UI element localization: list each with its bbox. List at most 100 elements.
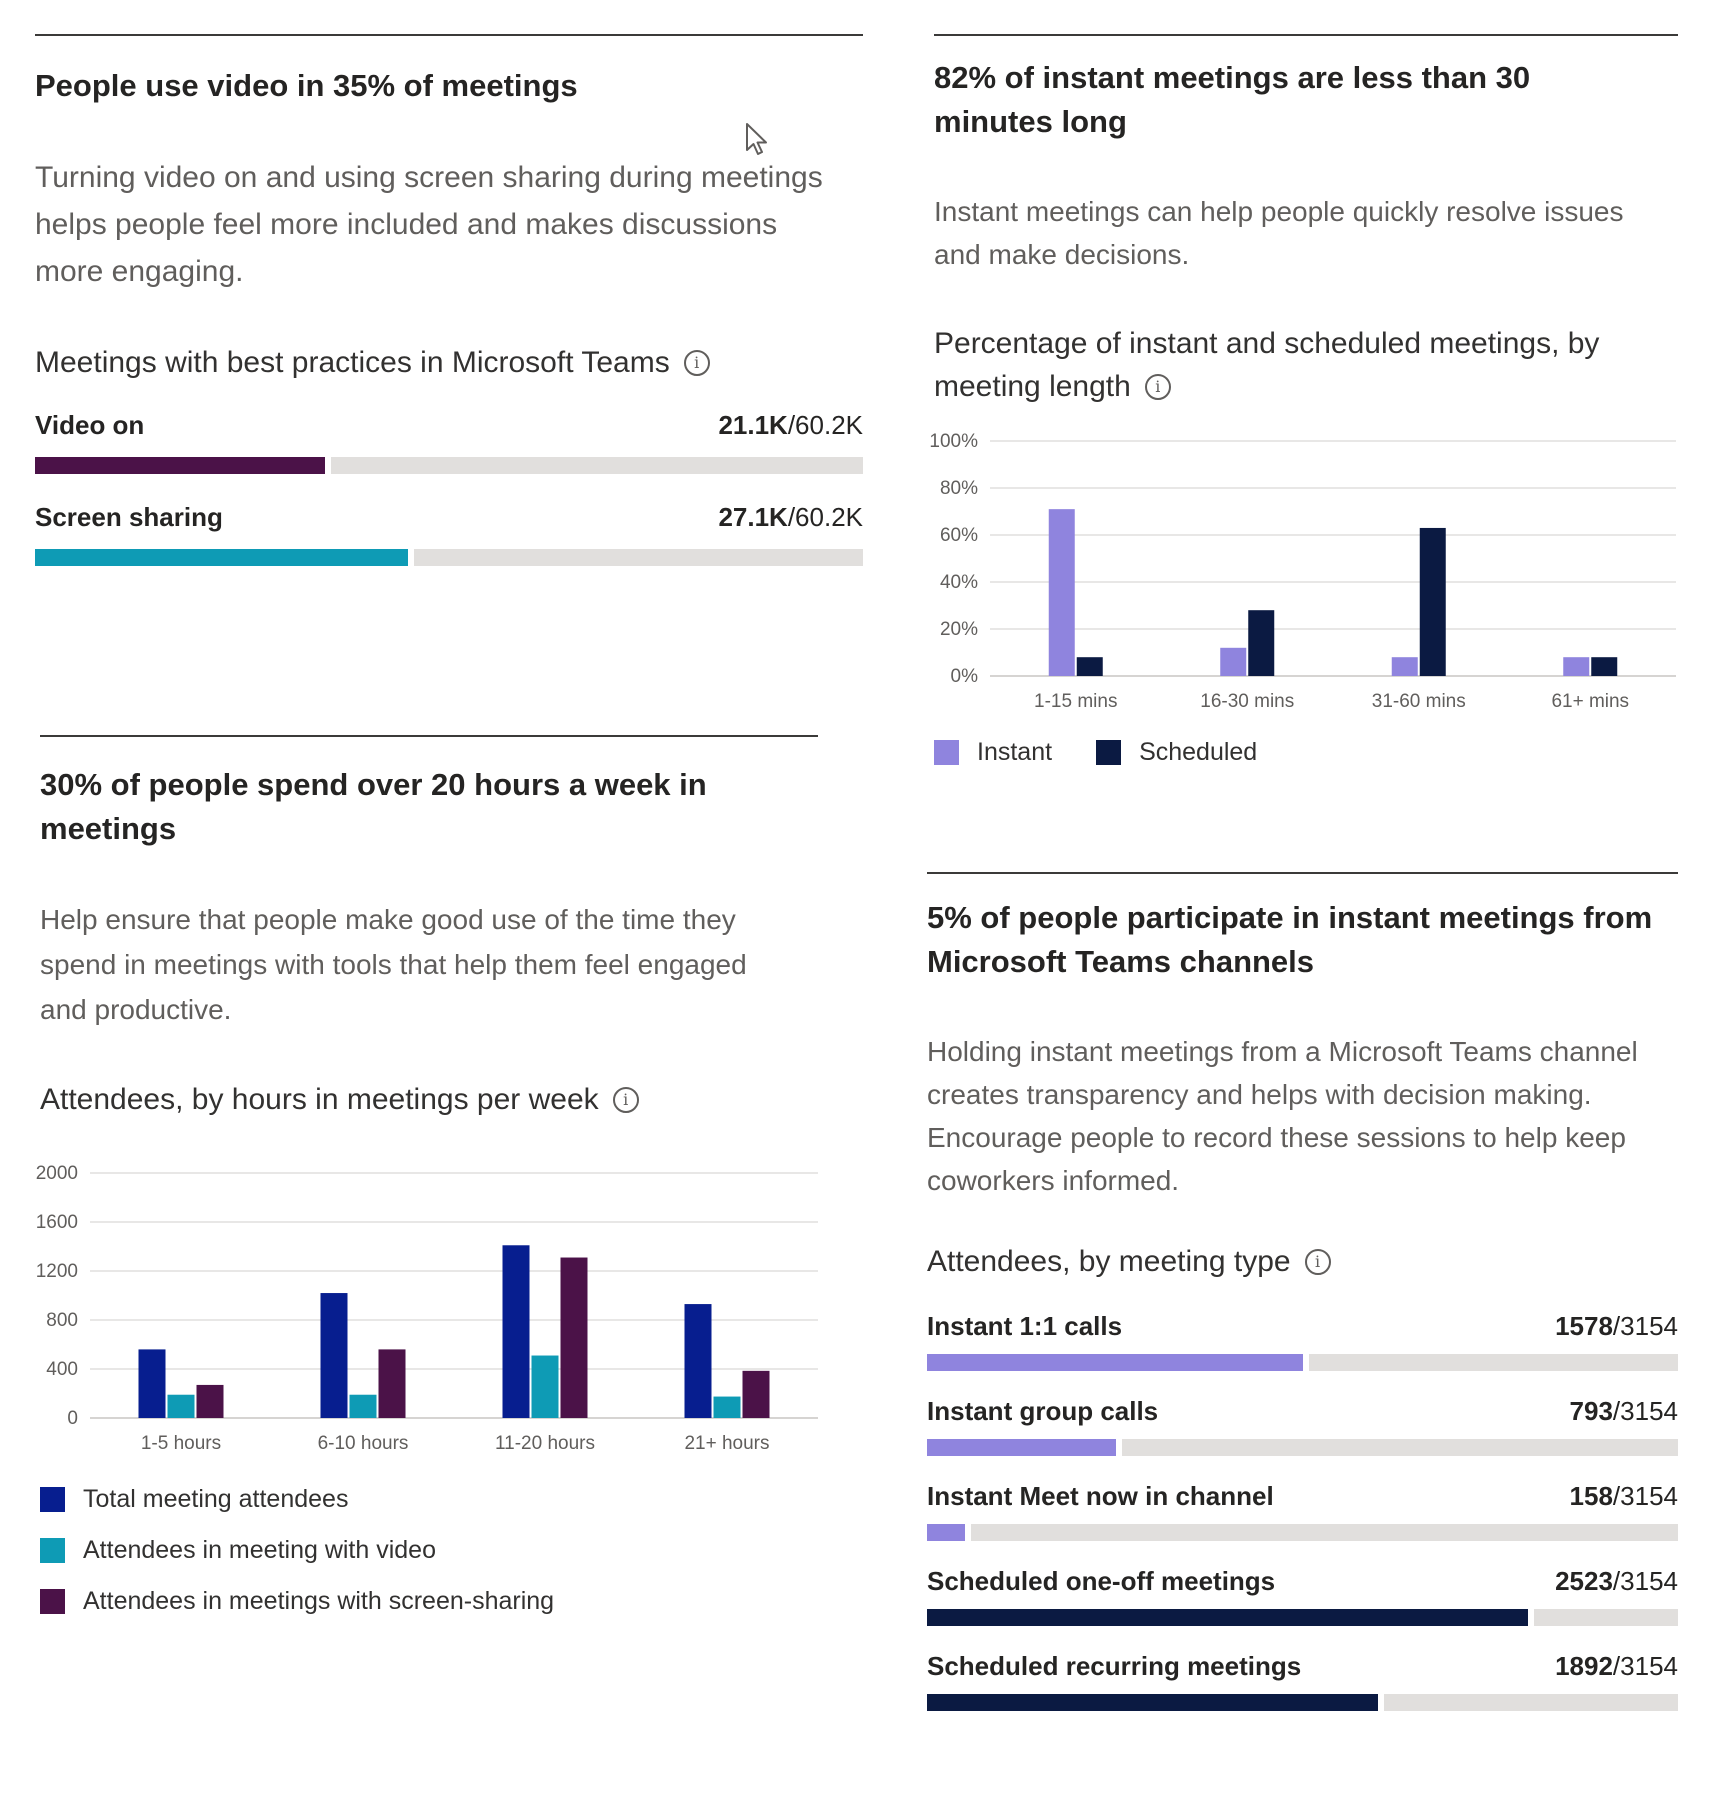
progress-track: [35, 457, 863, 474]
bar-mark: [1419, 527, 1446, 676]
progress-count: 2523/3154: [1555, 1566, 1678, 1597]
progress-list: Instant 1:1 calls 1578/3154 Instant group …: [927, 1311, 1678, 1711]
x-tick-label: 21+ hours: [684, 1433, 769, 1454]
bar-mark: [1248, 610, 1275, 676]
progress-track: [927, 1524, 1678, 1541]
info-icon[interactable]: i: [683, 350, 710, 376]
progress-track: [927, 1694, 1678, 1711]
progress-track: [35, 549, 863, 566]
progress-header: Screen sharing 27.1K/60.2K: [35, 502, 863, 533]
card-description: Help ensure that people make good use of…: [40, 904, 747, 1025]
legend-label: Total meeting attendees: [83, 1485, 349, 1513]
y-tick-label: 40%: [940, 572, 978, 593]
card-headline: 30% of people spend over 20 hours a week…: [40, 767, 707, 846]
bar-mark: [349, 1394, 377, 1418]
progress-header: Scheduled recurring meetings 1892/3154: [927, 1651, 1678, 1682]
chart-legend: Instant Scheduled: [934, 738, 1678, 767]
progress-header: Video on 21.1K/60.2K: [35, 410, 863, 441]
progress-value: 1892: [1555, 1651, 1613, 1681]
hours-in-meetings-card: 30% of people spend over 20 hours a week…: [36, 735, 818, 1616]
card-headline: 82% of instant meetings are less than 30…: [934, 60, 1531, 139]
progress-header: Instant group calls 793/3154: [927, 1396, 1678, 1427]
x-tick-label: 11-20 hours: [495, 1433, 595, 1454]
card-description: Instant meetings can help people quickly…: [934, 196, 1624, 270]
progress-total: /3154: [1612, 1566, 1678, 1596]
card-divider: [40, 735, 818, 737]
progress-count: 1892/3154: [1555, 1651, 1678, 1682]
bar-mark: [1220, 647, 1247, 676]
y-tick-label: 0%: [951, 666, 979, 687]
card-description: Holding instant meetings from a Microsof…: [927, 1036, 1638, 1196]
progress-row: Scheduled recurring meetings 1892/3154: [927, 1651, 1678, 1711]
y-tick-label: 0: [67, 1408, 78, 1429]
subhead-text: Attendees, by meeting type: [927, 1245, 1291, 1278]
bar-mark: [1048, 509, 1075, 676]
info-icon[interactable]: i: [1304, 1249, 1331, 1275]
subhead-text: Meetings with best practices in Microsof…: [35, 346, 670, 379]
x-tick-label: 6-10 hours: [318, 1433, 409, 1454]
y-tick-label: 1200: [36, 1261, 78, 1282]
progress-fill: [35, 549, 414, 566]
progress-value: 1578: [1555, 1311, 1613, 1341]
info-icon[interactable]: i: [1144, 374, 1171, 400]
legend-swatch: [934, 740, 959, 765]
card-divider: [934, 34, 1678, 36]
instant-meetings-card: 82% of instant meetings are less than 30…: [929, 34, 1678, 767]
progress-track: [927, 1439, 1678, 1456]
progress-label: Screen sharing: [35, 502, 223, 532]
section-subhead: Attendees, by hours in meetings per week…: [40, 1078, 818, 1121]
x-tick-label: 31-60 mins: [1372, 691, 1466, 712]
progress-row: Scheduled one-off meetings 2523/3154: [927, 1566, 1678, 1626]
section-subhead: Meetings with best practices in Microsof…: [35, 341, 863, 384]
card-divider: [927, 872, 1678, 874]
progress-label: Instant group calls: [927, 1396, 1159, 1426]
bar-chart-svg: 0 400 800 1200 1600 2000 1-5 hours 6-10 hours 11…: [36, 1163, 818, 1454]
progress-label: Scheduled one-off meetings: [927, 1566, 1276, 1596]
bar-mark: [531, 1355, 559, 1418]
legend-item: Scheduled: [1096, 738, 1257, 767]
progress-total: /60.2K: [787, 410, 863, 440]
subhead-text: Attendees, by hours in meetings per week: [40, 1083, 599, 1116]
y-tick-label: 20%: [940, 619, 978, 640]
bar-mark: [320, 1293, 348, 1418]
card-divider: [35, 34, 863, 36]
bar-mark: [196, 1384, 224, 1418]
bar-mark: [560, 1257, 588, 1418]
x-tick-label: 1-15 mins: [1034, 691, 1117, 712]
progress-count: 158/3154: [1570, 1481, 1678, 1512]
legend-label: Attendees in meeting with video: [83, 1536, 436, 1564]
progress-fill: [927, 1439, 1122, 1456]
progress-label: Instant Meet now in channel: [927, 1481, 1274, 1511]
legend-swatch: [40, 1487, 65, 1512]
progress-count: 27.1K/60.2K: [718, 502, 863, 533]
progress-total: /3154: [1612, 1651, 1678, 1681]
y-tick-label: 800: [46, 1310, 78, 1331]
progress-row: Instant group calls 793/3154: [927, 1396, 1678, 1456]
progress-total: /3154: [1612, 1311, 1678, 1341]
progress-fill: [927, 1694, 1384, 1711]
y-tick-label: 2000: [36, 1163, 78, 1184]
meeting-length-chart: 0% 20% 40% 60% 80% 100% 1-15 mins 16-30 mins 31-…: [929, 428, 1678, 718]
progress-fill: [35, 457, 331, 474]
legend-item: Attendees in meetings with screen-sharin…: [40, 1587, 818, 1616]
bar-mark: [502, 1245, 530, 1418]
progress-row: Instant Meet now in channel 158/3154: [927, 1481, 1678, 1541]
progress-header: Scheduled one-off meetings 2523/3154: [927, 1566, 1678, 1597]
y-tick-label: 60%: [940, 525, 978, 546]
bar-mark: [167, 1394, 195, 1418]
subhead-text: Percentage of instant and scheduled meet…: [934, 327, 1600, 403]
info-icon[interactable]: i: [612, 1087, 639, 1113]
progress-label: Scheduled recurring meetings: [927, 1651, 1302, 1681]
section-subhead: Attendees, by meeting type i: [927, 1240, 1678, 1283]
progress-track: [927, 1609, 1678, 1626]
progress-fill: [927, 1609, 1534, 1626]
progress-fill: [927, 1524, 971, 1541]
progress-header: Instant 1:1 calls 1578/3154: [927, 1311, 1678, 1342]
card-headline: 5% of people participate in instant meet…: [927, 900, 1653, 979]
progress-list: Video on 21.1K/60.2K Screen sharing 27.1K/6…: [35, 410, 863, 566]
bar-mark: [742, 1370, 770, 1418]
progress-value: 2523: [1555, 1566, 1613, 1596]
progress-count: 1578/3154: [1555, 1311, 1678, 1342]
x-tick-label: 1-5 hours: [141, 1433, 221, 1454]
hours-chart: 0 400 800 1200 1600 2000 1-5 hours 6-10 hours 11…: [36, 1157, 818, 1459]
